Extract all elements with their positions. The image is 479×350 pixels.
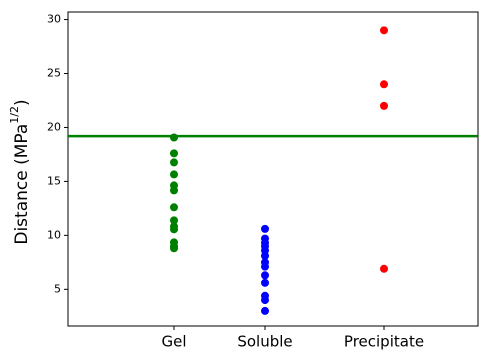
data-point <box>261 271 269 280</box>
data-point <box>170 216 178 225</box>
data-point <box>261 251 269 260</box>
data-point <box>170 186 178 195</box>
data-point <box>261 262 269 271</box>
y-tick-label: 15 <box>47 174 61 187</box>
y-tick-label: 5 <box>54 282 61 295</box>
x-tick-label: Gel <box>161 333 186 350</box>
y-tick-label: 10 <box>47 228 61 241</box>
data-point <box>170 170 178 179</box>
data-point <box>170 158 178 167</box>
data-point <box>261 278 269 287</box>
data-point <box>261 296 269 305</box>
data-point <box>170 225 178 234</box>
x-tick-label: Soluble <box>237 333 292 350</box>
data-point <box>170 203 178 212</box>
y-label-suffix: ) <box>12 99 32 106</box>
data-point <box>380 26 388 35</box>
data-point <box>380 264 388 273</box>
data-point <box>170 244 178 253</box>
y-axis-label: Distance (MPa1/2) <box>8 99 32 244</box>
data-point <box>380 80 388 89</box>
y-tick-label: 25 <box>47 67 61 80</box>
plot-frame <box>67 11 479 327</box>
data-point <box>261 224 269 233</box>
x-tick-label: Precipitate <box>344 333 424 350</box>
y-label-superscript: 1/2 <box>8 106 21 124</box>
data-point <box>170 149 178 158</box>
y-label-text: Distance (MPa <box>12 124 32 245</box>
y-tick-label: 30 <box>47 13 61 26</box>
data-point <box>170 133 178 142</box>
data-point <box>380 101 388 110</box>
data-point <box>261 306 269 315</box>
y-tick-label: 20 <box>47 120 61 133</box>
